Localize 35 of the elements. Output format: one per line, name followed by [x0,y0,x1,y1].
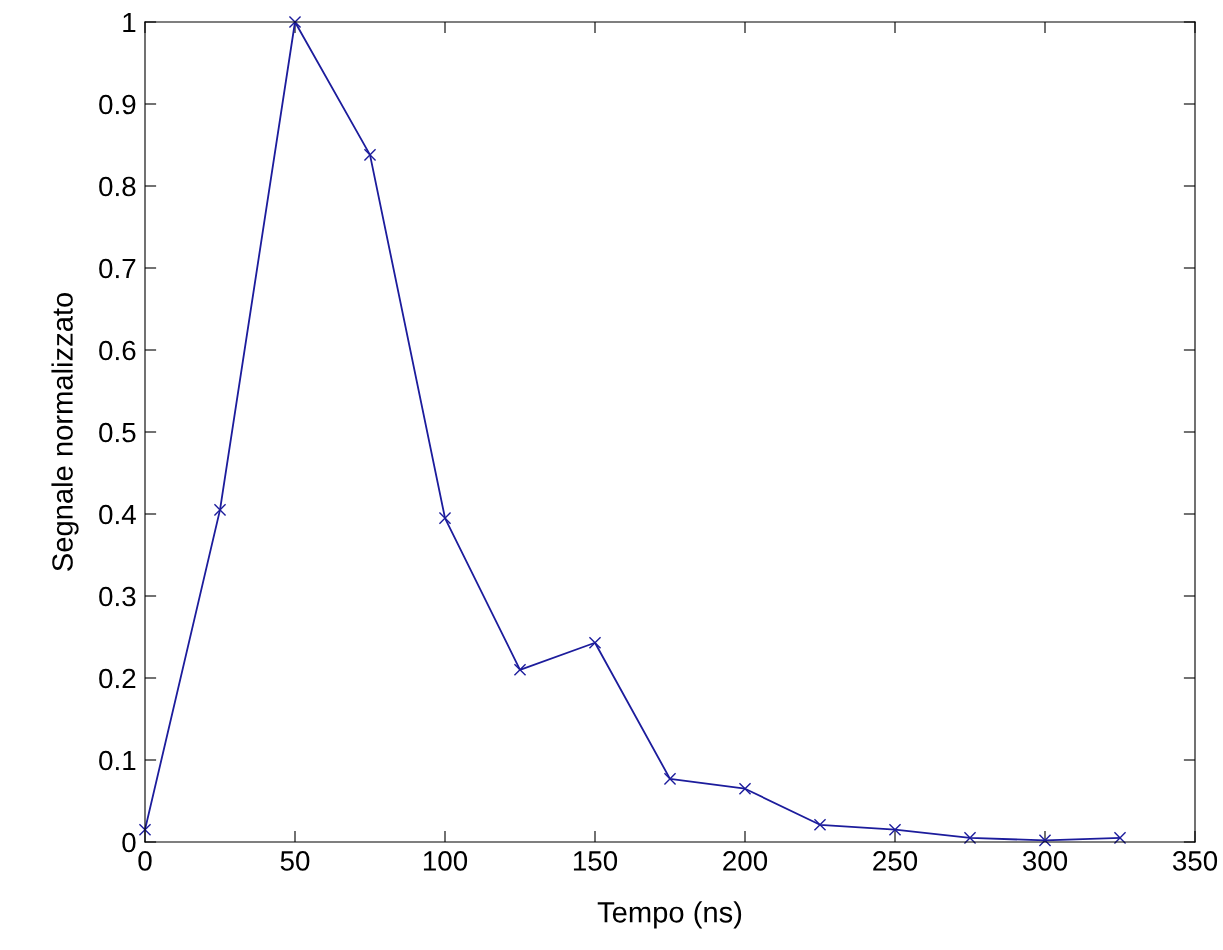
y-tick-label: 0.8 [99,176,136,197]
point [813,818,827,832]
y-tick-label: 0.1 [99,750,136,771]
point [1038,834,1052,847]
y-tick-label: 0.7 [99,258,136,279]
x-tick-label: 250 [873,851,918,871]
y-tick-label: 0 [122,832,136,853]
y-tick-label: 1 [123,12,136,33]
x-tick-label: 50 [280,851,310,871]
point [363,148,377,162]
point [588,636,602,649]
y-axis-title: Segnale normalizzato [51,292,79,571]
point [288,15,302,29]
point [888,823,902,836]
point [663,772,677,786]
x-tick-label: 200 [723,851,768,871]
y-tick-label: 0.6 [99,340,136,361]
y-tick-label: 0.5 [99,422,136,443]
x-tick-label: 150 [573,851,618,871]
x-tick-label: 100 [423,851,468,871]
y-tick-label: 0.3 [99,586,136,607]
point [213,503,227,517]
x-tick-label: 0 [138,851,152,871]
x-tick-label: 300 [1022,851,1068,871]
x-axis-title: Tempo (ns) [597,901,742,929]
y-tick-label: 0.4 [99,504,136,525]
y-tick-label: 0.2 [99,668,136,689]
point [138,823,152,836]
y-tick-label: 0.9 [99,94,136,115]
point [738,782,752,795]
point [963,831,977,845]
x-tick-label: 350 [1172,851,1218,871]
point [438,511,452,525]
point [1113,831,1127,845]
point [513,663,527,677]
